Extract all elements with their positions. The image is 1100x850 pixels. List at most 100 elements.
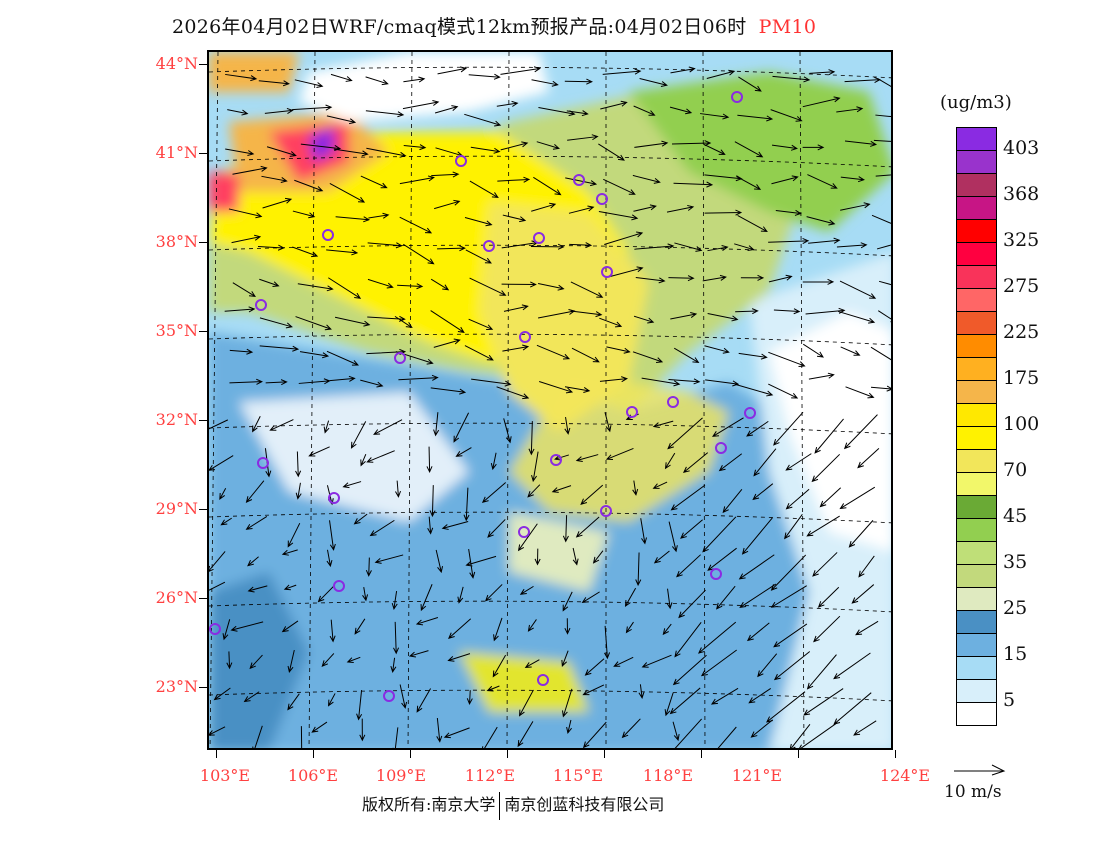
wind-arrow xyxy=(598,211,639,221)
wind-arrow xyxy=(362,587,369,602)
wind-arrow xyxy=(323,420,330,434)
lon-label: 124°E xyxy=(879,766,931,785)
wind-arrow xyxy=(430,387,467,395)
wind-arrow xyxy=(430,310,465,333)
wind-arrow xyxy=(641,377,681,387)
city-marker xyxy=(209,623,221,635)
lon-label: 106°E xyxy=(287,766,339,785)
wind-arrow xyxy=(492,654,507,678)
wind-arrow xyxy=(317,584,336,603)
wind-arrow xyxy=(374,554,404,564)
wind-arrow xyxy=(700,113,730,120)
lon-label: 112°E xyxy=(464,766,516,785)
wind-arrow xyxy=(768,238,810,245)
wind-arrow xyxy=(569,242,593,249)
lon-label: 121°E xyxy=(731,766,783,785)
wind-arrow xyxy=(311,721,328,733)
wind-arrow xyxy=(802,96,841,108)
wind-arrow xyxy=(395,480,402,498)
wind-arrow xyxy=(354,618,366,635)
color-bar-swatch xyxy=(957,611,996,634)
city-marker xyxy=(600,505,612,517)
wind-arrow xyxy=(295,316,332,331)
wind-arrow xyxy=(502,214,527,223)
wind-arrow xyxy=(737,214,768,233)
wind-arrow xyxy=(771,175,799,185)
wind-arrow xyxy=(247,556,259,567)
wind-arrow xyxy=(667,417,703,450)
wind-arrow xyxy=(227,109,249,116)
wind-arrow xyxy=(584,658,605,676)
wind-arrow xyxy=(420,584,433,612)
wind-arrow xyxy=(326,350,360,366)
city-marker xyxy=(394,352,406,364)
wind-arrow xyxy=(243,691,260,703)
wind-arrow xyxy=(524,659,540,668)
wind-arrow xyxy=(447,653,471,662)
copyright: 版权所有:南京大学 南京创蓝科技有限公司 xyxy=(362,791,664,820)
copyright-right: 南京创蓝科技有限公司 xyxy=(504,795,665,814)
wind-arrow xyxy=(768,351,806,367)
wind-arrow xyxy=(632,351,664,364)
wind-arrow xyxy=(668,275,695,282)
wind-arrow xyxy=(809,69,836,76)
wind-arrow xyxy=(741,517,773,555)
wind-arrow xyxy=(605,447,634,461)
lat-label: 26°N xyxy=(155,588,198,607)
lat-tick xyxy=(199,331,207,332)
wind-arrow xyxy=(528,421,535,456)
wind-arrow xyxy=(604,231,644,245)
wind-arrow xyxy=(403,144,427,151)
wind-arrow xyxy=(294,179,324,192)
wind-arrow xyxy=(746,622,770,642)
lat-tick xyxy=(199,242,207,243)
latitude-gridline xyxy=(209,600,891,613)
wind-arrow xyxy=(843,414,878,450)
wind-arrow xyxy=(833,692,872,725)
color-bar-label: 175 xyxy=(1003,367,1040,389)
wind-arrow xyxy=(568,205,595,214)
lat-tick xyxy=(199,64,207,65)
wind-arrow xyxy=(803,688,844,716)
wind-arrow xyxy=(575,454,599,463)
wind-arrow xyxy=(635,276,666,284)
wind-arrow xyxy=(603,178,636,195)
wind-arrow xyxy=(700,649,737,677)
wind-arrow xyxy=(802,144,825,151)
wind-arrow xyxy=(802,278,835,285)
wind-arrow xyxy=(393,621,400,655)
color-bar-swatch xyxy=(957,404,996,427)
color-bar-label: 45 xyxy=(1003,505,1028,527)
wind-arrow xyxy=(768,383,799,399)
wind-arrow xyxy=(752,483,774,501)
wind-arrow xyxy=(209,726,226,736)
wind-arrow xyxy=(399,216,433,234)
wind-arrow xyxy=(870,385,891,392)
wind-arrow xyxy=(682,452,709,474)
color-bar-swatch xyxy=(957,657,996,680)
color-bar-label: 5 xyxy=(1003,689,1016,711)
wind-arrow xyxy=(329,375,356,382)
wind-arrow xyxy=(539,381,574,394)
wind-arrow xyxy=(281,620,299,633)
latitude-gridline xyxy=(209,66,891,79)
color-bar-swatch xyxy=(957,289,996,312)
wind-arrow xyxy=(465,555,497,567)
wind-arrow xyxy=(283,584,297,591)
wind-arrow xyxy=(875,114,891,118)
wind-arrow xyxy=(836,242,868,249)
wind-arrow xyxy=(606,346,631,354)
wind-arrow xyxy=(517,523,538,552)
wind-arrow xyxy=(748,688,771,704)
wind-arrow xyxy=(259,317,293,329)
wind-arrow xyxy=(707,245,729,252)
wind-arrow xyxy=(703,143,726,155)
wind-arrow xyxy=(600,100,628,110)
wind-arrow xyxy=(722,489,743,514)
lat-label: 41°N xyxy=(155,143,198,162)
wind-arrow xyxy=(775,209,802,216)
wind-arrow xyxy=(264,107,294,114)
city-marker xyxy=(455,155,467,167)
wind-arrow xyxy=(564,618,571,635)
lon-tick xyxy=(410,750,411,758)
